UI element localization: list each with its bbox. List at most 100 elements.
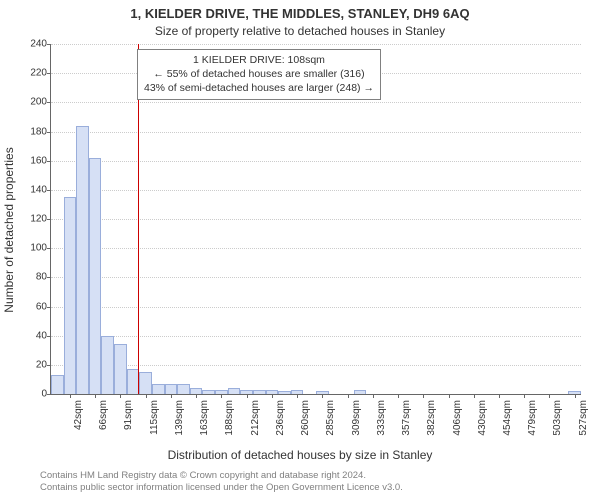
x-tick-label: 163sqm <box>199 400 210 436</box>
chart-container: 1, KIELDER DRIVE, THE MIDDLES, STANLEY, … <box>0 0 600 500</box>
histogram-bar <box>89 158 102 394</box>
histogram-bar <box>76 126 89 394</box>
x-tick-mark <box>549 394 550 398</box>
chart-subtitle: Size of property relative to detached ho… <box>0 24 600 38</box>
histogram-bar <box>253 390 266 394</box>
y-axis-label: Number of detached properties <box>2 65 16 230</box>
x-tick-mark <box>575 394 576 398</box>
x-tick-label: 406sqm <box>452 400 463 436</box>
y-tick-mark <box>47 336 51 337</box>
histogram-bar <box>152 384 165 394</box>
histogram-bar <box>228 388 241 394</box>
x-tick-label: 139sqm <box>174 400 185 436</box>
gridline <box>51 365 581 366</box>
x-tick-mark <box>171 394 172 398</box>
x-tick-label: 309sqm <box>351 400 362 436</box>
x-tick-label: 91sqm <box>123 400 134 430</box>
histogram-bar <box>114 344 127 394</box>
x-tick-mark <box>373 394 374 398</box>
x-tick-mark <box>474 394 475 398</box>
y-tick-mark <box>47 307 51 308</box>
gridline <box>51 44 581 45</box>
x-tick-mark <box>398 394 399 398</box>
y-tick-mark <box>47 190 51 191</box>
histogram-bar <box>101 336 114 394</box>
y-tick-label: 40 <box>19 330 47 341</box>
x-tick-mark <box>120 394 121 398</box>
footer-attribution: Contains HM Land Registry data © Crown c… <box>40 470 580 494</box>
y-tick-label: 200 <box>19 97 47 108</box>
y-tick-mark <box>47 219 51 220</box>
gridline <box>51 248 581 249</box>
y-tick-label: 120 <box>19 214 47 225</box>
gridline <box>51 336 581 337</box>
y-tick-mark <box>47 394 51 395</box>
gridline <box>51 307 581 308</box>
x-tick-label: 285sqm <box>325 400 336 436</box>
plot-area: 02040608010012014016018020022024042sqm66… <box>50 44 581 395</box>
x-tick-mark <box>247 394 248 398</box>
x-tick-label: 333sqm <box>376 400 387 436</box>
y-tick-label: 100 <box>19 243 47 254</box>
x-tick-mark <box>221 394 222 398</box>
y-tick-label: 0 <box>19 389 47 400</box>
y-tick-label: 180 <box>19 126 47 137</box>
x-tick-label: 527sqm <box>578 400 589 436</box>
annotation-line: ← 55% of detached houses are smaller (31… <box>144 67 374 81</box>
x-tick-mark <box>322 394 323 398</box>
histogram-bar <box>127 369 140 394</box>
y-tick-mark <box>47 102 51 103</box>
annotation-box: 1 KIELDER DRIVE: 108sqm← 55% of detached… <box>137 49 381 100</box>
x-tick-label: 382sqm <box>426 400 437 436</box>
y-tick-label: 80 <box>19 272 47 283</box>
histogram-bar <box>139 372 152 394</box>
x-tick-mark <box>348 394 349 398</box>
footer-line-2: Contains public sector information licen… <box>40 482 580 494</box>
x-tick-label: 236sqm <box>275 400 286 436</box>
x-tick-label: 188sqm <box>224 400 235 436</box>
y-tick-mark <box>47 132 51 133</box>
annotation-line: 43% of semi-detached houses are larger (… <box>144 81 374 95</box>
x-tick-mark <box>423 394 424 398</box>
histogram-bar <box>51 375 64 394</box>
x-tick-mark <box>95 394 96 398</box>
histogram-bar <box>165 384 178 394</box>
gridline <box>51 132 581 133</box>
y-tick-mark <box>47 161 51 162</box>
x-tick-label: 42sqm <box>73 400 84 430</box>
y-tick-label: 240 <box>19 39 47 50</box>
x-tick-label: 430sqm <box>477 400 488 436</box>
y-tick-mark <box>47 248 51 249</box>
y-tick-mark <box>47 365 51 366</box>
histogram-bar <box>177 384 190 394</box>
x-tick-mark <box>146 394 147 398</box>
y-tick-mark <box>47 73 51 74</box>
x-tick-label: 479sqm <box>527 400 538 436</box>
histogram-bar <box>354 390 367 394</box>
y-tick-label: 220 <box>19 68 47 79</box>
chart-title: 1, KIELDER DRIVE, THE MIDDLES, STANLEY, … <box>0 6 600 21</box>
x-tick-label: 212sqm <box>250 400 261 436</box>
gridline <box>51 190 581 191</box>
x-tick-label: 503sqm <box>552 400 563 436</box>
x-tick-label: 260sqm <box>300 400 311 436</box>
y-tick-label: 160 <box>19 155 47 166</box>
gridline <box>51 161 581 162</box>
x-tick-label: 115sqm <box>149 400 160 435</box>
annotation-line: 1 KIELDER DRIVE: 108sqm <box>144 53 374 67</box>
x-tick-label: 66sqm <box>98 400 109 430</box>
histogram-bar <box>278 391 291 394</box>
gridline <box>51 219 581 220</box>
y-tick-label: 140 <box>19 184 47 195</box>
x-axis-label: Distribution of detached houses by size … <box>0 448 600 462</box>
x-tick-mark <box>272 394 273 398</box>
x-tick-mark <box>196 394 197 398</box>
x-tick-mark <box>297 394 298 398</box>
gridline <box>51 102 581 103</box>
x-tick-mark <box>524 394 525 398</box>
histogram-bar <box>64 197 77 394</box>
x-tick-mark <box>449 394 450 398</box>
y-tick-label: 20 <box>19 359 47 370</box>
x-tick-label: 454sqm <box>502 400 513 436</box>
x-tick-label: 357sqm <box>401 400 412 436</box>
